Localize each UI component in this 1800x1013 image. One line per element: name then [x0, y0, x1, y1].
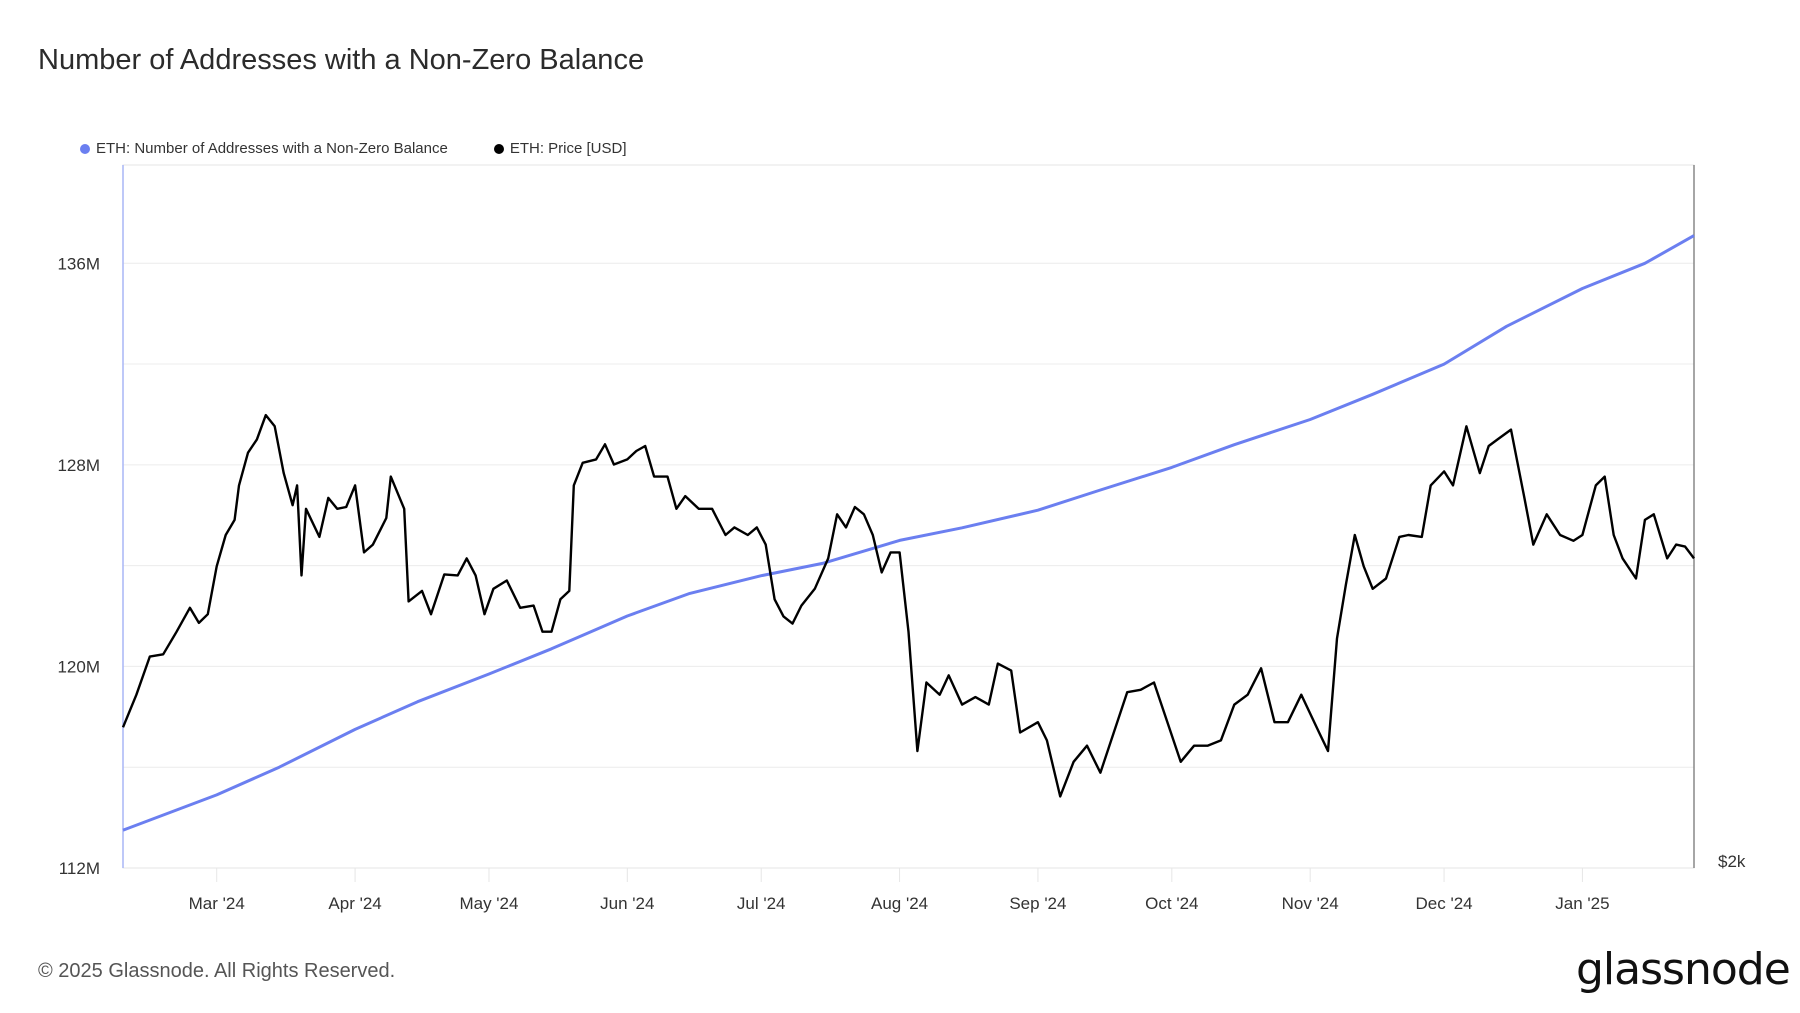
legend-label: ETH: Number of Addresses with a Non-Zero… [96, 140, 448, 157]
x-tick-label: Mar '24 [189, 894, 245, 913]
copyright: © 2025 Glassnode. All Rights Reserved. [38, 960, 396, 982]
y-tick-label: 120M [57, 657, 100, 676]
legend-dot-icon [80, 143, 90, 154]
glassnode-logo: glassnode [1576, 944, 1791, 995]
x-tick-label: Sep '24 [1009, 894, 1066, 913]
x-tick-label: Jul '24 [737, 894, 786, 913]
x-tick-label: Aug '24 [871, 894, 928, 913]
x-tick-label: Apr '24 [328, 894, 381, 913]
y-tick-label: 136M [57, 254, 100, 273]
x-tick-label: Oct '24 [1145, 894, 1198, 913]
legend-item-price[interactable]: ETH: Price [USD] [493, 140, 627, 157]
x-tick-label: Jun '24 [600, 894, 654, 913]
y-tick-label: 128M [57, 456, 100, 475]
x-tick-label: Jan '25 [1555, 894, 1609, 913]
y-tick-label: 112M [59, 859, 100, 878]
x-tick-label: Nov '24 [1282, 894, 1339, 913]
legend-item-addresses[interactable]: ETH: Number of Addresses with a Non-Zero… [80, 140, 448, 157]
x-tick-label: May '24 [459, 894, 518, 913]
chart-title: Number of Addresses with a Non-Zero Bala… [38, 44, 645, 76]
price-series-line[interactable] [121, 413, 1695, 798]
legend-dot-icon [493, 143, 504, 154]
legend-label: ETH: Price [USD] [509, 140, 627, 157]
legend: ETH: Number of Addresses with a Non-Zero… [80, 140, 627, 157]
x-tick-label: Dec '24 [1416, 894, 1473, 913]
y2-tick-label: $2k [1718, 852, 1746, 871]
addresses-series-line[interactable] [122, 234, 1695, 832]
